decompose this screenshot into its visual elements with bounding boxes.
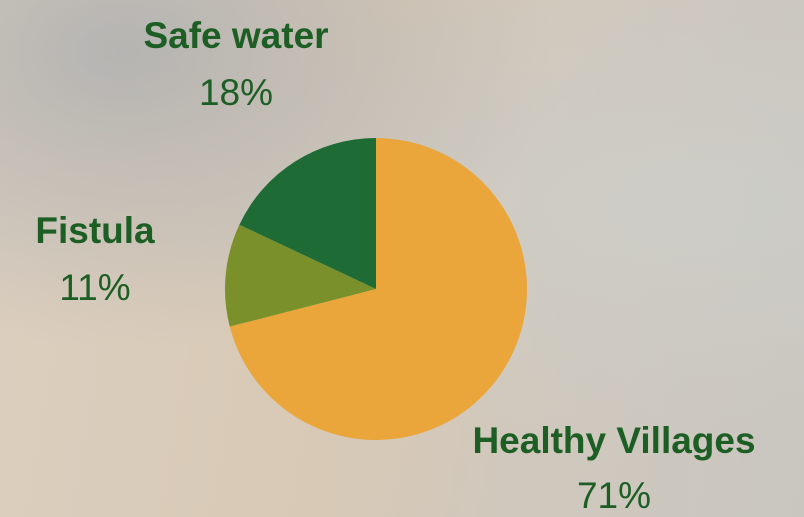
slice-label: Healthy Villages: [472, 420, 755, 461]
slice-value-label: 11%: [59, 267, 130, 308]
slice-label: Fistula: [35, 210, 155, 251]
slice-value-label: 71%: [577, 475, 651, 516]
slice-value-label: 18%: [199, 72, 273, 113]
chart: Healthy Villages 71% Fistula 11% Safe water 1…: [0, 0, 804, 517]
slice-label: Safe water: [143, 15, 328, 56]
page: Healthy Villages 71% Fistula 11% Safe water 1…: [0, 0, 804, 517]
